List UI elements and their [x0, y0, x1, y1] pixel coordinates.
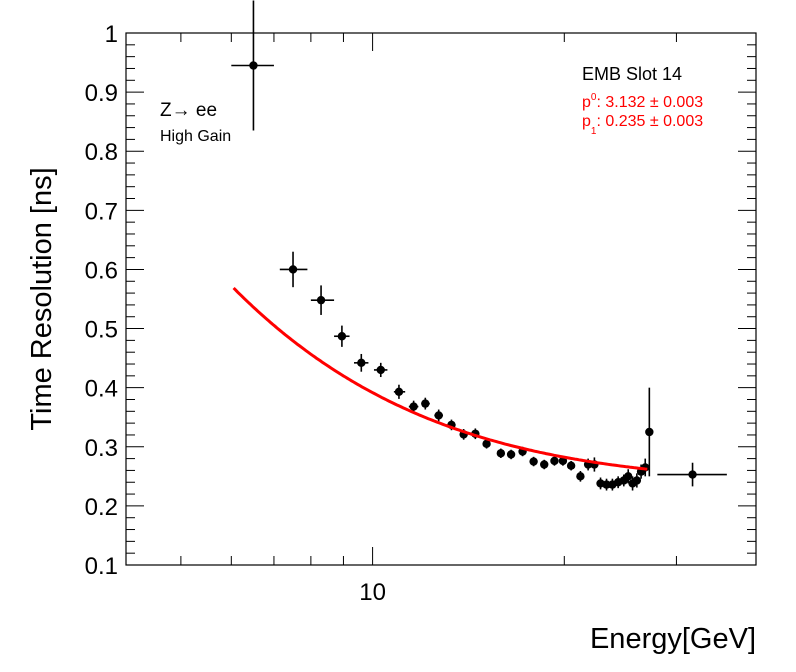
data-point [602, 478, 611, 491]
fit-p0-name: p [582, 94, 591, 111]
y-tick-label: 0.7 [85, 198, 118, 225]
data-point [482, 439, 491, 449]
data-marker [602, 480, 611, 489]
process-label: Z→ ee [160, 100, 217, 121]
data-point [373, 362, 388, 378]
y-tick-label: 0.6 [85, 257, 118, 284]
data-point [632, 473, 642, 488]
data-point [279, 251, 308, 288]
data-marker [550, 456, 559, 466]
data-point [624, 469, 633, 484]
x-axis-title: Energy[GeV] [590, 623, 756, 655]
data-marker [624, 472, 633, 481]
x-tick-labels: 10 [359, 579, 386, 606]
data-marker [249, 61, 258, 70]
data-point [310, 285, 335, 315]
fit-p0-label: p0: 3.132 ± 0.003 [582, 92, 703, 111]
data-point [434, 409, 444, 422]
y-tick-labels: 0.1 0.2 0.3 0.4 0.5 0.6 0.7 0.8 0.9 1 [85, 21, 118, 580]
y-tick-label: 0.8 [85, 139, 118, 166]
data-point [540, 459, 549, 470]
data-marker [482, 439, 491, 449]
data-marker [558, 456, 568, 466]
data-point [231, 0, 274, 131]
data-point [550, 456, 559, 466]
data-point [657, 462, 727, 487]
data-marker [409, 402, 418, 411]
data-marker [688, 470, 697, 479]
data-marker [357, 358, 366, 368]
data-marker [376, 365, 385, 375]
data-marker [434, 411, 443, 420]
data-marker [337, 332, 347, 341]
data-marker [566, 461, 576, 470]
data-marker [506, 450, 516, 459]
data-point [421, 397, 430, 410]
fit-p1-subscript: 1 [591, 126, 597, 137]
data-point [334, 325, 350, 347]
data-point [408, 400, 419, 413]
fit-p1-label: p1: 0.235 ± 0.003 [582, 113, 703, 137]
data-marker [288, 265, 298, 274]
data-points [231, 0, 727, 491]
data-point [529, 456, 538, 467]
data-point [496, 448, 506, 459]
fit-p1-value: : 0.235 ± 0.003 [596, 113, 703, 130]
x-tick-label: 10 [359, 579, 386, 606]
y-tick-label: 0.9 [85, 80, 118, 107]
data-point [566, 460, 576, 471]
legend-title: EMB Slot 14 [582, 64, 682, 84]
y-tick-label: 0.3 [85, 435, 118, 462]
y-axis-title: Time Resolution [ns] [26, 167, 58, 430]
data-point [393, 384, 406, 399]
data-point [576, 471, 585, 482]
data-marker [316, 295, 326, 305]
data-marker [496, 449, 506, 458]
y-tick-label: 0.1 [85, 553, 118, 580]
plot-frame [125, 32, 757, 566]
data-marker [540, 460, 549, 469]
data-point [506, 449, 516, 460]
fit-p0-subscript: 0 [591, 92, 597, 103]
fit-p1-name: p [582, 113, 591, 130]
fit-p0-value: : 3.132 ± 0.003 [596, 94, 703, 111]
y-tick-label: 0.5 [85, 317, 118, 344]
fit-curve [232, 286, 648, 471]
data-marker [632, 476, 642, 485]
data-marker [576, 472, 585, 481]
data-marker [421, 399, 430, 408]
data-marker [394, 387, 404, 397]
data-marker [645, 427, 654, 437]
data-point [354, 353, 369, 372]
y-tick-label: 0.2 [85, 494, 118, 521]
data-marker [529, 457, 538, 466]
y-tick-label: 0.4 [85, 376, 118, 403]
y-tick-label: 1 [105, 21, 118, 48]
gain-label: High Gain [160, 128, 231, 145]
data-point [645, 387, 654, 477]
